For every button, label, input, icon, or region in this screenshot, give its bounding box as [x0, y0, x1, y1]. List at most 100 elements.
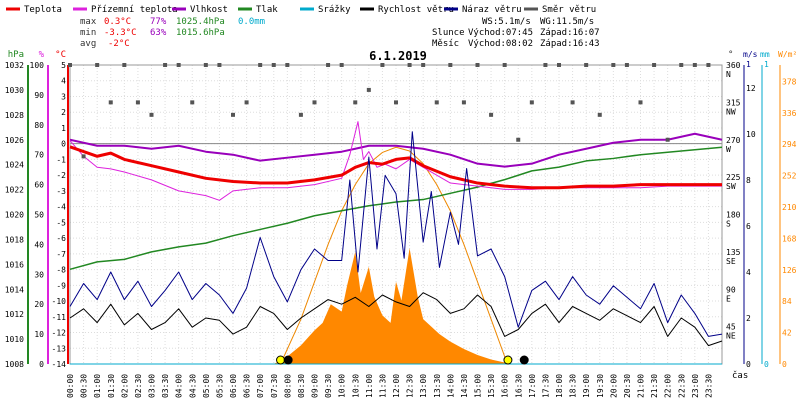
moonset-marker: [519, 355, 529, 365]
axis-pct-tick: 90: [34, 91, 44, 100]
wind-dir-point: [692, 63, 697, 67]
axis-ms-tick: 10: [746, 130, 756, 139]
axis-degc-tick: -12: [52, 329, 67, 338]
x-tick: 18:00: [555, 374, 564, 398]
axis-wm2-tick: 168: [782, 234, 797, 243]
axis-wm2-tick: 42: [782, 329, 792, 338]
x-tick: 20:00: [609, 374, 618, 398]
x-tick: 22:30: [677, 374, 686, 398]
x-tick: 09:30: [324, 374, 333, 398]
x-tick: 01:30: [107, 374, 116, 398]
legend-label: Vlhkost: [190, 5, 228, 15]
axis-degc-tick: -6: [56, 234, 66, 243]
axis-degc-tick: -4: [56, 203, 66, 212]
wind-dir-point: [285, 63, 290, 67]
chart-title: 6.1.2019: [369, 49, 427, 63]
wind-dir-point: [271, 63, 276, 67]
axis-pct-tick: 40: [34, 240, 44, 249]
moonrise-time: Východ:08:02: [468, 39, 533, 49]
axis-pct-tick: 0: [39, 360, 44, 369]
axis-hpa-tick: 1014: [5, 285, 24, 294]
x-tick: 12:00: [392, 374, 401, 398]
wind-dir-point: [706, 63, 711, 67]
legend-label: Srážky: [318, 5, 351, 15]
axis-degc-tick: 4: [61, 77, 66, 86]
x-tick: 21:00: [637, 374, 646, 398]
wind-dir-point: [353, 100, 358, 105]
wind-dir-point: [244, 100, 249, 105]
x-tick: 00:00: [66, 374, 75, 398]
axis-pct-tick: 20: [34, 300, 44, 309]
axis-pct-tick: 50: [34, 211, 44, 220]
x-tick: 07:30: [270, 374, 279, 398]
x-tick: 07:00: [256, 374, 265, 398]
x-tick: 06:30: [243, 374, 252, 398]
wind-dir-point: [652, 63, 657, 67]
x-tick: 08:00: [283, 374, 292, 398]
axis-dir-tick: 90: [726, 285, 736, 294]
axis-degc-unit: °C: [55, 50, 66, 60]
wind-dir-point: [624, 63, 629, 67]
wind-dir-point: [597, 112, 602, 117]
legend-label: Směr větru: [542, 5, 596, 15]
axis-wm2-tick: 210: [782, 203, 797, 212]
series-teplota: [69, 145, 722, 190]
series-rychlost-vetru: [69, 292, 723, 347]
wind-dir-point: [190, 100, 195, 105]
wind-dir-point: [231, 112, 235, 117]
axis-dir-compass: S: [726, 220, 731, 229]
axis-dir-compass: N: [726, 70, 731, 79]
axis-hpa-tick: 1030: [5, 86, 24, 95]
axis-hpa-tick: 1018: [5, 235, 24, 244]
axis-dir-tick: 315: [726, 98, 741, 107]
stat-max-rain: 0.0mm: [238, 17, 265, 27]
axis-degc-tick: -10: [52, 297, 67, 306]
wind-dir-point: [557, 63, 561, 67]
x-tick: 02:00: [120, 374, 129, 398]
legend-label: Rychlost větru: [378, 5, 454, 15]
moonset-time: Západ:16:43: [540, 39, 600, 49]
stat-avg-label: avg: [80, 39, 96, 49]
x-tick: 19:00: [582, 374, 591, 398]
x-tick: 04:30: [188, 374, 197, 398]
wind-dir-point: [203, 63, 208, 67]
x-tick: 23:30: [704, 374, 713, 398]
stats-panel: max 0.3°C 77% 1025.4hPa 0.0mm min -3.3°C…: [80, 17, 600, 49]
x-tick: 16:30: [514, 374, 523, 398]
axis-wm2-tick: 294: [782, 140, 797, 149]
wind-dir-point: [570, 100, 575, 105]
wind-dir-point: [163, 63, 168, 67]
x-tick: 20:30: [623, 374, 632, 398]
axis-pct-tick: 70: [34, 151, 44, 160]
series-vlhkost: [69, 132, 723, 168]
axis-dir-compass: SW: [726, 182, 736, 191]
axis-degc-tick: 0: [61, 140, 66, 149]
x-tick: 16:00: [501, 374, 510, 398]
series-smer-vetru: [68, 63, 711, 159]
axis-hpa-tick: 1028: [5, 111, 24, 120]
sunrise-time: Východ:07:45: [468, 28, 533, 38]
header: Teplota Přízemní teplota Vlhkost Tlak Srážky…: [6, 5, 600, 63]
wind-dir-point: [366, 87, 371, 92]
axis-hpa-tick: 1032: [5, 61, 24, 70]
wind-dir-point: [516, 137, 521, 142]
stat-min-label: min: [80, 28, 96, 38]
x-tick: 11:30: [378, 374, 387, 398]
x-tick: 19:30: [596, 374, 605, 398]
axis-degc-tick: -8: [56, 266, 66, 275]
series-solarni-zareni: [273, 248, 511, 364]
wind-dir-point: [298, 112, 303, 117]
axis-ms-tick: 12: [746, 84, 756, 93]
x-tick: 03:00: [148, 374, 157, 398]
axis-pct-unit: %: [39, 50, 45, 60]
stat-max-label: max: [80, 17, 97, 27]
stat-wg: WG:11.5m/s: [540, 17, 594, 27]
axis-hpa-unit: hPa: [8, 50, 24, 60]
wind-dir-point: [135, 100, 140, 105]
wind-dir-point: [475, 63, 480, 67]
axis-hpa-tick: 1022: [5, 186, 24, 195]
x-tick: 14:30: [460, 374, 469, 398]
axis-pct-tick: 80: [34, 121, 44, 130]
axis-degc-tick: -11: [52, 313, 67, 322]
